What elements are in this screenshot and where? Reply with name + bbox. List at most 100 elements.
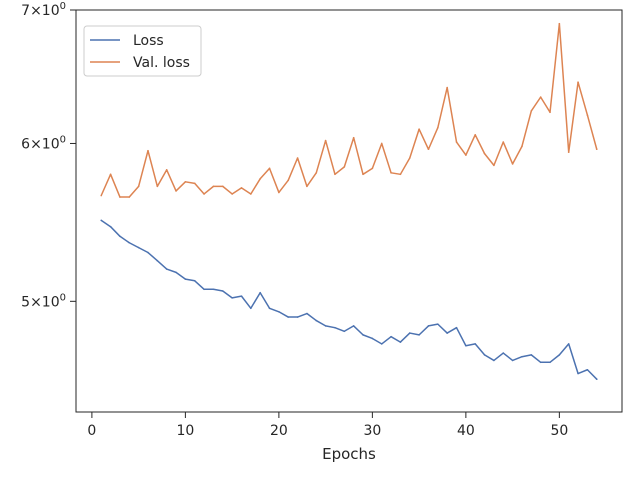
data-point	[408, 157, 411, 159]
y-tick-times: ×	[30, 3, 42, 19]
y-tick-label: 7×100	[21, 1, 66, 19]
data-point	[147, 251, 149, 254]
data-point	[296, 157, 299, 159]
x-tick-label: 0	[87, 423, 96, 439]
data-point	[343, 330, 346, 333]
y-tick-base: 10	[42, 136, 60, 152]
data-point	[352, 136, 355, 139]
data-point	[474, 343, 477, 345]
data-point	[156, 185, 159, 188]
y-tick-exponent: 0	[60, 134, 66, 145]
x-tick-label: 30	[363, 423, 381, 439]
data-point	[418, 128, 420, 130]
y-tick-base: 10	[42, 3, 60, 19]
data-point	[268, 307, 271, 310]
data-point	[446, 332, 448, 334]
data-point	[147, 149, 149, 152]
data-point	[212, 288, 215, 291]
series-lines	[100, 22, 598, 380]
legend-frame	[83, 25, 202, 77]
data-point	[165, 169, 168, 171]
data-point	[128, 241, 131, 244]
data-point	[352, 325, 355, 327]
data-point	[502, 352, 505, 354]
legend: Loss Val. loss	[83, 25, 202, 77]
data-point	[483, 152, 486, 155]
data-point	[231, 297, 233, 299]
data-point	[465, 154, 467, 156]
data-point	[221, 290, 224, 292]
data-point	[203, 193, 205, 195]
data-point	[437, 323, 439, 325]
x-tick-label: 50	[550, 423, 568, 439]
data-point	[287, 179, 290, 182]
data-point	[100, 219, 103, 222]
data-point	[427, 148, 430, 151]
data-point	[268, 167, 271, 170]
data-point	[250, 307, 252, 310]
y-tick-times: ×	[30, 294, 42, 310]
y-tick-times: ×	[30, 136, 42, 152]
data-point	[483, 354, 486, 356]
data-point	[306, 185, 308, 188]
data-point	[418, 334, 420, 336]
data-point	[287, 316, 290, 318]
x-axis-title: Epochs	[322, 445, 376, 463]
data-point	[119, 235, 121, 238]
data-point	[539, 96, 542, 98]
data-point	[259, 291, 261, 294]
data-point	[175, 271, 177, 274]
data-point	[427, 325, 430, 327]
data-point	[446, 86, 448, 89]
data-point	[278, 310, 280, 313]
data-point	[184, 278, 187, 280]
data-point	[549, 361, 551, 364]
data-point	[128, 196, 131, 198]
data-point	[408, 332, 411, 334]
y-tick-label: 6×100	[21, 134, 66, 152]
data-point	[362, 334, 364, 336]
data-point	[577, 372, 579, 375]
data-point	[109, 225, 112, 228]
x-axis-ticks: 0 10 20 30 40 50	[87, 412, 568, 439]
data-point	[530, 110, 533, 112]
data-point	[184, 181, 187, 183]
data-point	[203, 288, 205, 291]
data-point	[558, 22, 561, 25]
y-tick-mantissa: 7	[21, 3, 30, 19]
data-point	[380, 343, 383, 345]
data-point	[511, 163, 514, 165]
data-point	[137, 246, 140, 249]
x-tick-label: 40	[457, 423, 475, 439]
data-point	[521, 145, 523, 148]
data-point	[156, 259, 159, 262]
plot-area	[75, 9, 623, 413]
x-tick-label: 10	[176, 423, 194, 439]
data-point	[390, 172, 392, 174]
data-point	[399, 341, 402, 343]
data-point	[119, 196, 121, 198]
data-point	[371, 337, 374, 340]
y-tick-mantissa: 5	[21, 294, 30, 310]
y-tick-base: 10	[42, 294, 60, 310]
data-point	[577, 81, 579, 83]
data-point	[371, 167, 374, 170]
data-point	[306, 312, 308, 315]
data-point	[511, 359, 514, 362]
data-point	[278, 191, 280, 194]
data-point	[137, 185, 140, 188]
data-point	[362, 173, 364, 176]
data-point	[530, 354, 533, 356]
data-point	[437, 126, 439, 129]
data-point	[493, 359, 495, 362]
y-tick-exponent: 0	[60, 292, 66, 303]
x-tick-label: 20	[270, 423, 288, 439]
data-point	[315, 319, 318, 322]
data-point	[175, 190, 177, 192]
data-point	[549, 111, 551, 114]
data-point	[212, 185, 215, 188]
data-point	[539, 361, 542, 364]
data-point	[586, 114, 589, 116]
data-point	[324, 325, 327, 327]
